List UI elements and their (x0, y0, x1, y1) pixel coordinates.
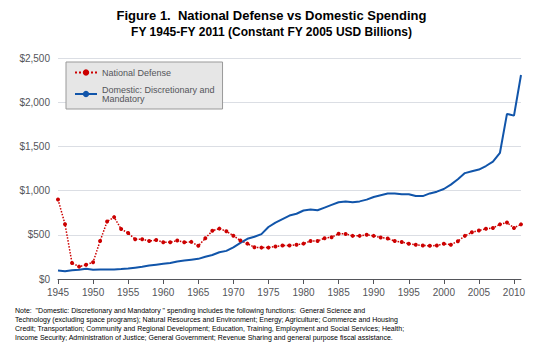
svg-text:1970: 1970 (222, 287, 245, 298)
svg-text:Figure 1. National Defense vs: Figure 1. National Defense vs Domestic S… (117, 8, 427, 23)
svg-text:1995: 1995 (398, 287, 421, 298)
svg-text:Income Security; Administratio: Income Security; Administration of Justi… (15, 334, 393, 342)
svg-text:National Defense: National Defense (102, 68, 171, 78)
svg-text:$2,500: $2,500 (19, 53, 50, 64)
svg-text:2000: 2000 (433, 287, 456, 298)
svg-text:1950: 1950 (82, 287, 105, 298)
svg-text:FY 1945-FY 2011 (Constant FY 2: FY 1945-FY 2011 (Constant FY 2005 USD Bi… (131, 25, 412, 39)
svg-text:Mandatory: Mandatory (102, 94, 145, 104)
svg-text:1965: 1965 (187, 287, 210, 298)
svg-text:Credit; Transportation; Commun: Credit; Transportation; Community and Re… (15, 325, 404, 333)
svg-text:Domestic: Discretionary and: Domestic: Discretionary and (102, 84, 215, 95)
svg-text:1990: 1990 (363, 287, 386, 298)
svg-text:$1,500: $1,500 (19, 141, 50, 152)
svg-text:2005: 2005 (468, 287, 491, 298)
svg-text:1980: 1980 (292, 287, 315, 298)
svg-text:1955: 1955 (117, 287, 140, 298)
svg-text:1960: 1960 (152, 287, 175, 298)
svg-text:$1,000: $1,000 (19, 185, 50, 196)
svg-text:2010: 2010 (503, 287, 526, 298)
svg-text:Technology (excluding space pr: Technology (excluding space programs); N… (15, 316, 398, 324)
svg-text:$2,000: $2,000 (19, 97, 50, 108)
svg-text:1975: 1975 (257, 287, 280, 298)
svg-text:Note: "Domestic: Discretionar: Note: "Domestic: Discretionary and Manda… (15, 307, 365, 315)
svg-text:1985: 1985 (327, 287, 350, 298)
svg-text:1945: 1945 (47, 287, 70, 298)
svg-text:$500: $500 (28, 229, 51, 240)
svg-text:$0: $0 (39, 274, 51, 285)
